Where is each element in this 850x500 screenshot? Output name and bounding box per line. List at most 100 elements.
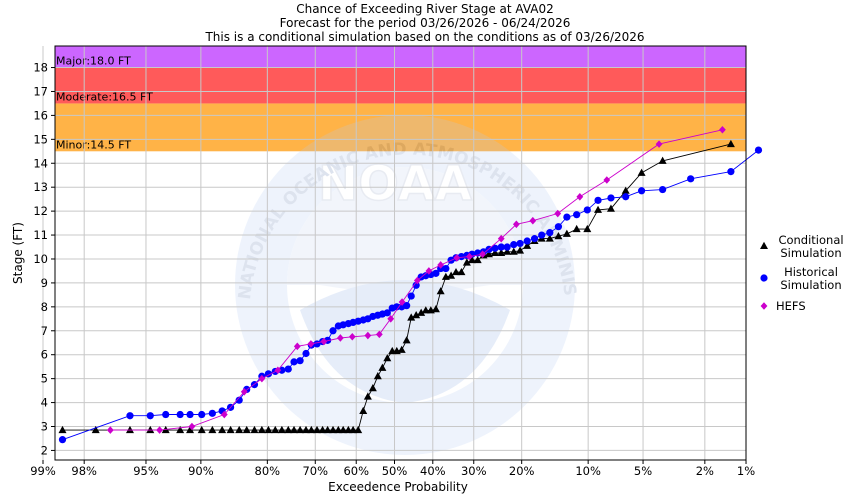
legend-marker-hefs bbox=[760, 302, 768, 310]
data-point-historical-simulation bbox=[432, 269, 440, 277]
data-point-conditional-simulation bbox=[436, 287, 445, 295]
flood-band-moderate bbox=[55, 67, 746, 104]
data-point-historical-simulation bbox=[546, 229, 554, 237]
flood-band-label-minor: Minor:14.5 FT bbox=[56, 138, 131, 151]
watermark-inner-ring bbox=[287, 167, 523, 403]
y-tick-label: 7 bbox=[41, 324, 48, 338]
data-point-historical-simulation bbox=[622, 193, 630, 201]
data-point-historical-simulation bbox=[563, 213, 571, 221]
data-point-hefs bbox=[188, 422, 196, 431]
data-point-hefs bbox=[466, 252, 473, 261]
data-point-conditional-simulation bbox=[218, 425, 227, 434]
data-point-historical-simulation bbox=[491, 244, 499, 252]
data-point-hefs bbox=[240, 387, 248, 396]
data-point-historical-simulation bbox=[687, 175, 695, 183]
data-point-conditional-simulation bbox=[354, 425, 363, 434]
y-tick-label: 14 bbox=[33, 156, 48, 170]
data-point-hefs bbox=[497, 234, 505, 243]
data-point-conditional-simulation bbox=[242, 425, 251, 434]
flood-band-minor bbox=[55, 103, 746, 152]
data-point-conditional-simulation bbox=[606, 204, 615, 212]
data-point-conditional-simulation bbox=[594, 205, 603, 213]
data-point-conditional-simulation bbox=[509, 247, 518, 255]
data-point-conditional-simulation bbox=[637, 168, 646, 176]
data-point-historical-simulation bbox=[176, 410, 184, 419]
data-point-hefs bbox=[425, 267, 433, 275]
data-point-hefs bbox=[258, 374, 266, 383]
data-point-historical-simulation bbox=[58, 436, 67, 444]
series-conditional-simulation bbox=[58, 139, 735, 434]
data-point-conditional-simulation bbox=[296, 425, 305, 434]
flood-category-bands: Minor:14.5 FT Moderate:16.5 FT Major:18.0 … bbox=[55, 46, 746, 152]
x-tick-label: 90% bbox=[188, 464, 214, 478]
watermark-bird-shape bbox=[287, 167, 523, 293]
series-layer bbox=[58, 125, 763, 444]
data-point-conditional-simulation bbox=[468, 255, 477, 264]
y-tick-label: 9 bbox=[41, 276, 48, 290]
data-point-conditional-simulation bbox=[397, 345, 406, 353]
data-point-hefs bbox=[348, 332, 356, 341]
y-tick-label: 3 bbox=[41, 419, 48, 433]
x-tick-label: 10% bbox=[575, 464, 601, 478]
data-point-historical-simulation bbox=[290, 358, 298, 366]
data-point-conditional-simulation bbox=[58, 425, 67, 434]
data-point-historical-simulation bbox=[208, 409, 216, 417]
data-point-conditional-simulation bbox=[457, 267, 466, 276]
data-point-historical-simulation bbox=[442, 264, 450, 273]
data-point-historical-simulation bbox=[126, 412, 134, 420]
data-point-historical-simulation bbox=[573, 211, 581, 219]
data-point-conditional-simulation bbox=[447, 271, 456, 279]
data-point-conditional-simulation bbox=[523, 241, 532, 249]
data-point-hefs bbox=[719, 125, 726, 134]
data-point-conditional-simulation bbox=[125, 425, 134, 434]
data-point-hefs bbox=[554, 209, 562, 218]
data-point-conditional-simulation bbox=[277, 425, 286, 434]
legend-label-historical-simulation: Historical bbox=[784, 265, 838, 279]
legend-marker-conditional-simulation bbox=[760, 241, 768, 249]
x-tick-label: 98% bbox=[71, 464, 97, 478]
x-tick-label: 20% bbox=[509, 464, 535, 478]
x-tick-label: 2% bbox=[696, 464, 714, 478]
data-point-conditional-simulation bbox=[363, 392, 372, 400]
data-point-conditional-simulation bbox=[562, 229, 571, 237]
data-point-hefs bbox=[655, 140, 663, 148]
x-axis-ticks: 99% 98% 95% 90% 80% 70% 60% 50% 40% 30% 20% 10% 5% 2%… bbox=[30, 460, 755, 478]
data-point-hefs bbox=[453, 253, 461, 262]
data-point-historical-simulation bbox=[186, 410, 194, 419]
data-point-hefs bbox=[106, 426, 114, 434]
x-axis-label: Exceedence Probability bbox=[328, 480, 468, 494]
legend-label-conditional-simulation: Conditional bbox=[778, 233, 843, 247]
series-hefs bbox=[106, 125, 726, 434]
y-tick-label: 4 bbox=[41, 396, 48, 410]
data-point-conditional-simulation bbox=[186, 425, 195, 434]
y-axis-label: Stage (FT) bbox=[11, 222, 25, 284]
data-point-historical-simulation bbox=[554, 223, 563, 231]
data-point-conditional-simulation bbox=[359, 406, 368, 414]
x-tick-label: 5% bbox=[634, 464, 652, 478]
data-point-historical-simulation bbox=[497, 243, 505, 251]
y-tick-label: 18 bbox=[33, 61, 48, 75]
data-point-historical-simulation bbox=[393, 303, 401, 311]
data-point-conditional-simulation bbox=[197, 425, 206, 434]
data-point-conditional-simulation bbox=[226, 425, 235, 434]
data-point-conditional-simulation bbox=[313, 425, 322, 434]
data-point-conditional-simulation bbox=[583, 224, 592, 233]
legend-label-conditional-simulation: Simulation bbox=[780, 246, 841, 260]
data-point-conditional-simulation bbox=[176, 425, 185, 434]
data-point-hefs bbox=[375, 330, 383, 339]
data-point-conditional-simulation bbox=[431, 305, 440, 313]
data-point-hefs bbox=[512, 220, 520, 229]
x-tick-label: 80% bbox=[255, 464, 281, 478]
data-point-hefs bbox=[307, 340, 315, 348]
y-tick-label: 15 bbox=[33, 132, 48, 146]
data-point-hefs bbox=[398, 298, 406, 306]
data-point-conditional-simulation bbox=[318, 425, 327, 434]
y-tick-label: 10 bbox=[33, 252, 48, 266]
data-point-conditional-simulation bbox=[516, 246, 525, 254]
data-point-historical-simulation bbox=[407, 292, 415, 300]
data-point-conditional-simulation bbox=[339, 425, 348, 434]
data-point-conditional-simulation bbox=[726, 139, 735, 148]
data-point-historical-simulation bbox=[754, 146, 763, 154]
